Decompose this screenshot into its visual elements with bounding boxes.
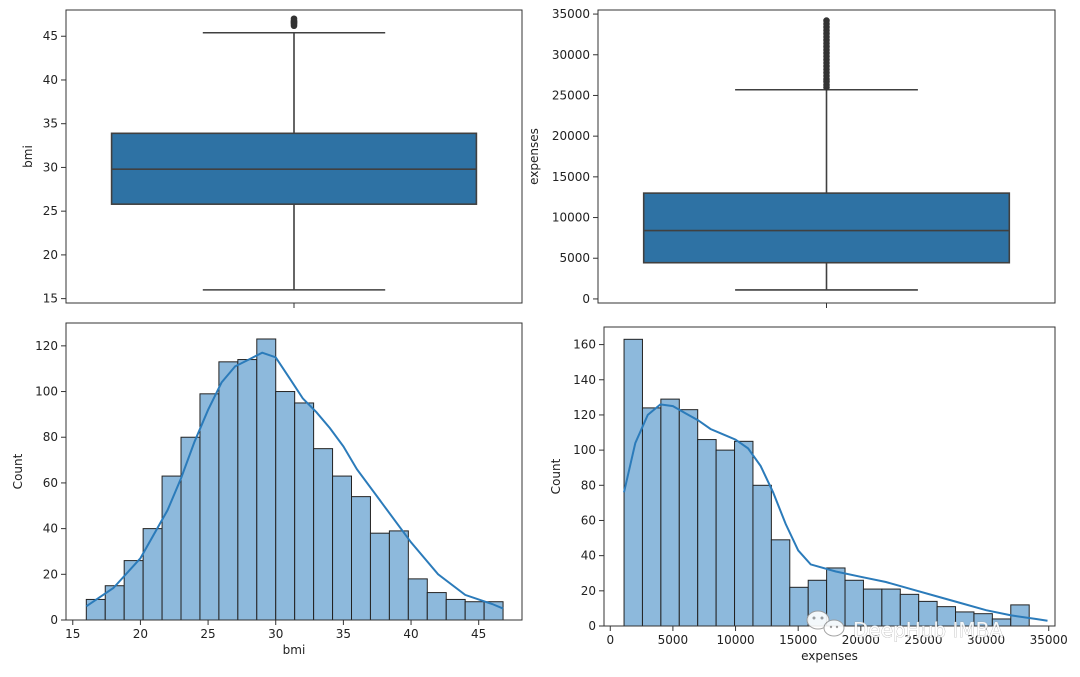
y-tick-label: 40 <box>43 73 58 87</box>
y-tick-label: 35 <box>43 117 58 131</box>
x-tick-label: 0 <box>606 633 614 647</box>
y-axis-label: Count <box>549 458 563 494</box>
histogram-bar <box>237 359 258 621</box>
x-tick-label: 5000 <box>658 633 689 647</box>
histogram-bar <box>715 449 736 627</box>
bmi-histogram-panel: 0 20 40 60 80 100 120 Count 15 20 25 30 35 40 45 bmi <box>11 322 523 657</box>
histogram-bar <box>180 436 201 621</box>
histogram-bar <box>199 393 220 621</box>
histogram-bar <box>142 528 163 621</box>
x-tick-label: 45 <box>471 627 486 641</box>
histogram-bar <box>123 560 144 621</box>
histogram-bar <box>660 398 680 627</box>
histogram-bar <box>275 391 296 621</box>
histogram-bar <box>313 448 334 621</box>
axes-frame <box>597 9 1056 304</box>
y-tick-label: 45 <box>43 29 58 43</box>
histogram-bar <box>85 598 106 621</box>
y-tick-label: 5000 <box>559 251 590 265</box>
histogram-bar <box>218 361 239 621</box>
y-tick-label: 20 <box>43 567 58 581</box>
axes-frame <box>65 9 523 304</box>
y-tick-label: 25 <box>43 204 58 218</box>
y-tick-label: 35000 <box>552 7 590 21</box>
y-tick-label: 120 <box>35 339 58 353</box>
histogram-bar <box>256 338 277 621</box>
watermark-text: DeepHub IMBA <box>853 618 1003 642</box>
y-tick-label: 15 <box>43 292 58 306</box>
histogram-bar <box>641 407 662 627</box>
y-tick-label: 30000 <box>552 48 590 62</box>
x-tick-label: 20000 <box>842 633 880 647</box>
histogram-bar <box>734 440 754 627</box>
y-tick-label: 80 <box>581 478 596 492</box>
x-tick-label: 30000 <box>967 633 1005 647</box>
y-tick-label: 60 <box>43 476 58 490</box>
histogram-bar <box>826 567 846 627</box>
histogram-bar <box>464 601 485 621</box>
y-tick-label: 60 <box>581 513 596 527</box>
outlier-point <box>290 15 298 22</box>
axes-frame <box>65 322 523 621</box>
bmi-boxplot-panel: 15 20 25 30 35 40 45 bmi <box>21 9 523 308</box>
histogram-bar <box>697 439 717 627</box>
histogram-bar <box>161 475 182 621</box>
iqr-box <box>642 192 1011 264</box>
histogram-bar <box>752 484 772 627</box>
x-tick-label: 35000 <box>1030 633 1068 647</box>
x-tick-label: 15 <box>65 627 80 641</box>
y-tick-label: 0 <box>50 613 58 627</box>
y-tick-label: 20 <box>581 584 596 598</box>
x-tick-label: 35 <box>336 627 351 641</box>
histogram-bar <box>426 592 447 621</box>
y-tick-label: 20000 <box>552 129 590 143</box>
histogram-bar <box>789 586 809 627</box>
kde-curve <box>85 351 504 610</box>
y-tick-label: 140 <box>573 373 596 387</box>
y-tick-label: 120 <box>573 408 596 422</box>
expenses-histogram-panel: 0 20 40 60 80 100 120 140 160 Count 0 5000 10000 1500… <box>549 326 1068 663</box>
y-tick-label: 160 <box>573 338 596 352</box>
expenses-boxplot-panel: 0 5000 10000 15000 20000 25000 30000 35000 expen… <box>527 7 1056 308</box>
y-tick-label: 0 <box>582 292 590 306</box>
y-tick-label: 25000 <box>552 88 590 102</box>
y-axis-label: Count <box>11 453 25 489</box>
x-tick-label: 40 <box>403 627 418 641</box>
y-tick-label: 20 <box>43 248 58 262</box>
x-tick-label: 15000 <box>779 633 817 647</box>
x-tick-label: 30 <box>268 627 283 641</box>
y-tick-label: 100 <box>573 443 596 457</box>
histogram-bar <box>388 530 409 621</box>
x-axis-label: bmi <box>283 643 306 657</box>
y-tick-label: 0 <box>588 619 596 633</box>
x-tick-label: 20 <box>133 627 148 641</box>
histogram-bar <box>332 475 353 621</box>
watermark: DeepHub IMBA <box>806 610 1004 642</box>
histogram-bar <box>770 539 791 627</box>
y-axis-label: bmi <box>21 145 35 168</box>
wechat-icon <box>806 610 845 637</box>
histogram-bar <box>351 496 371 621</box>
outlier-point <box>823 17 830 24</box>
y-axis-label: expenses <box>527 128 541 185</box>
histogram-bar <box>678 409 699 627</box>
x-tick-label: 10000 <box>716 633 754 647</box>
histogram-bar <box>407 578 428 621</box>
y-tick-label: 100 <box>35 385 58 399</box>
histogram-bar <box>369 532 390 621</box>
x-axis-label: expenses <box>801 649 858 663</box>
histogram-bar <box>445 598 466 621</box>
y-tick-label: 30 <box>43 160 58 174</box>
histogram-bar <box>294 402 315 621</box>
y-tick-label: 80 <box>43 430 58 444</box>
y-tick-label: 40 <box>43 522 58 536</box>
y-tick-label: 10000 <box>552 211 590 225</box>
y-tick-label: 40 <box>581 549 596 563</box>
x-tick-label: 25000 <box>904 633 942 647</box>
y-tick-label: 15000 <box>552 170 590 184</box>
x-tick-label: 25 <box>200 627 215 641</box>
kde-curve <box>623 403 1048 622</box>
